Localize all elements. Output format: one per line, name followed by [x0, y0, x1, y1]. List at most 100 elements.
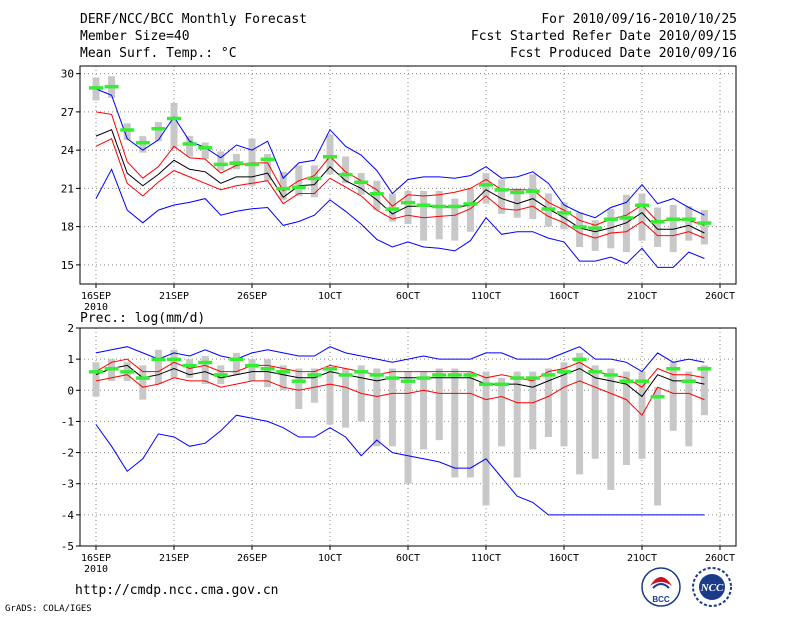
- median-marker: [104, 84, 119, 89]
- y-tick-label: 1: [67, 353, 74, 366]
- spread-box: [154, 349, 162, 385]
- median-marker: [401, 379, 415, 383]
- spread-box: [310, 368, 318, 403]
- chart-title: DERF/NCC/BCC Monthly Forecast: [80, 12, 307, 27]
- x-tick-label: 21SEP: [159, 291, 189, 302]
- x-tick-year-label: 2010: [84, 564, 108, 575]
- series-mean-line: [95, 129, 705, 234]
- spread-box: [404, 190, 412, 225]
- spread-box: [170, 102, 178, 149]
- series-min-line: [95, 168, 705, 268]
- median-marker: [369, 373, 384, 377]
- spread-box: [669, 362, 677, 431]
- median-marker: [276, 370, 291, 374]
- median-marker: [307, 176, 322, 181]
- x-tick-label: 26OCT: [705, 291, 735, 302]
- median-marker: [416, 203, 431, 207]
- median-marker: [182, 363, 197, 368]
- median-marker: [260, 157, 275, 162]
- spread-box: [560, 202, 568, 230]
- series-max-line: [95, 346, 705, 373]
- median-marker: [229, 161, 244, 165]
- spread-box: [591, 365, 599, 459]
- median-marker: [463, 202, 478, 206]
- website-url[interactable]: http://cmdp.ncc.cma.gov.cn: [75, 583, 279, 598]
- spread-box: [248, 359, 256, 381]
- spread-box: [201, 142, 209, 160]
- series-upper-line: [95, 358, 705, 388]
- spread-box: [201, 356, 209, 385]
- spread-box: [576, 212, 584, 248]
- median-marker: [494, 382, 509, 387]
- spread-box: [420, 190, 428, 241]
- median-marker: [135, 140, 150, 145]
- median-marker: [291, 379, 306, 383]
- grads-credit: GrADS: COLA/IGES: [5, 604, 92, 614]
- spread-box: [529, 371, 537, 450]
- spread-box: [435, 368, 443, 441]
- y-tick-label: 18: [61, 221, 74, 234]
- x-tick-label: 11OCT: [471, 553, 501, 564]
- median-marker: [463, 373, 478, 377]
- median-marker: [245, 363, 259, 368]
- median-marker: [541, 373, 556, 377]
- median-marker: [323, 366, 337, 371]
- median-marker: [479, 183, 493, 187]
- median-marker: [666, 217, 681, 221]
- median-marker: [572, 225, 587, 229]
- x-tick-label: 26OCT: [705, 553, 735, 564]
- median-marker: [198, 360, 213, 365]
- median-marker: [603, 373, 618, 377]
- spread-box: [217, 151, 225, 171]
- y-tick-label: 30: [61, 68, 74, 81]
- spread-box: [638, 193, 646, 241]
- spread-box: [498, 179, 506, 214]
- spread-box: [513, 371, 521, 478]
- median-marker: [291, 185, 306, 190]
- median-marker: [416, 376, 431, 380]
- y-tick-label: 24: [61, 144, 75, 157]
- median-marker: [697, 221, 712, 225]
- spread-box: [700, 365, 708, 416]
- spread-box: [513, 188, 521, 218]
- produced-date: Fcst Produced Date 2010/09/16: [510, 46, 737, 61]
- median-marker: [510, 376, 525, 380]
- median-marker: [260, 366, 275, 371]
- spread-box: [560, 362, 568, 447]
- spread-box: [232, 352, 240, 375]
- median-marker: [557, 211, 571, 215]
- x-tick-label: 1OCT: [318, 291, 342, 302]
- spread-box: [342, 368, 350, 428]
- spread-box: [466, 188, 474, 232]
- spread-box: [279, 365, 287, 391]
- median-marker: [323, 155, 337, 159]
- spread-box: [92, 362, 100, 397]
- median-marker: [198, 146, 213, 150]
- spread-box: [451, 198, 459, 241]
- median-marker: [588, 226, 603, 230]
- spread-box: [669, 204, 677, 253]
- series-upper-line: [95, 111, 705, 226]
- spread-box: [451, 368, 459, 478]
- x-tick-label: 26SEP: [237, 553, 267, 564]
- x-tick-label: 6OCT: [396, 291, 420, 302]
- median-marker: [182, 142, 197, 146]
- x-tick-year-label: 2010: [84, 302, 108, 313]
- x-tick-label: 16SEP: [81, 553, 111, 564]
- median-marker: [229, 357, 244, 362]
- panel-title: Prec.: log(mm/d): [80, 311, 205, 326]
- y-tick-label: 21: [61, 182, 74, 195]
- spread-box: [529, 174, 537, 219]
- median-marker: [104, 366, 119, 371]
- median-marker: [588, 370, 603, 374]
- median-marker: [338, 373, 353, 377]
- spread-box: [685, 371, 693, 447]
- median-marker: [572, 357, 587, 362]
- median-marker: [635, 379, 649, 383]
- median-marker: [603, 217, 618, 221]
- spread-box: [264, 359, 272, 388]
- x-tick-label: 16OCT: [549, 553, 579, 564]
- spread-box: [607, 208, 615, 249]
- spread-box: [700, 210, 708, 245]
